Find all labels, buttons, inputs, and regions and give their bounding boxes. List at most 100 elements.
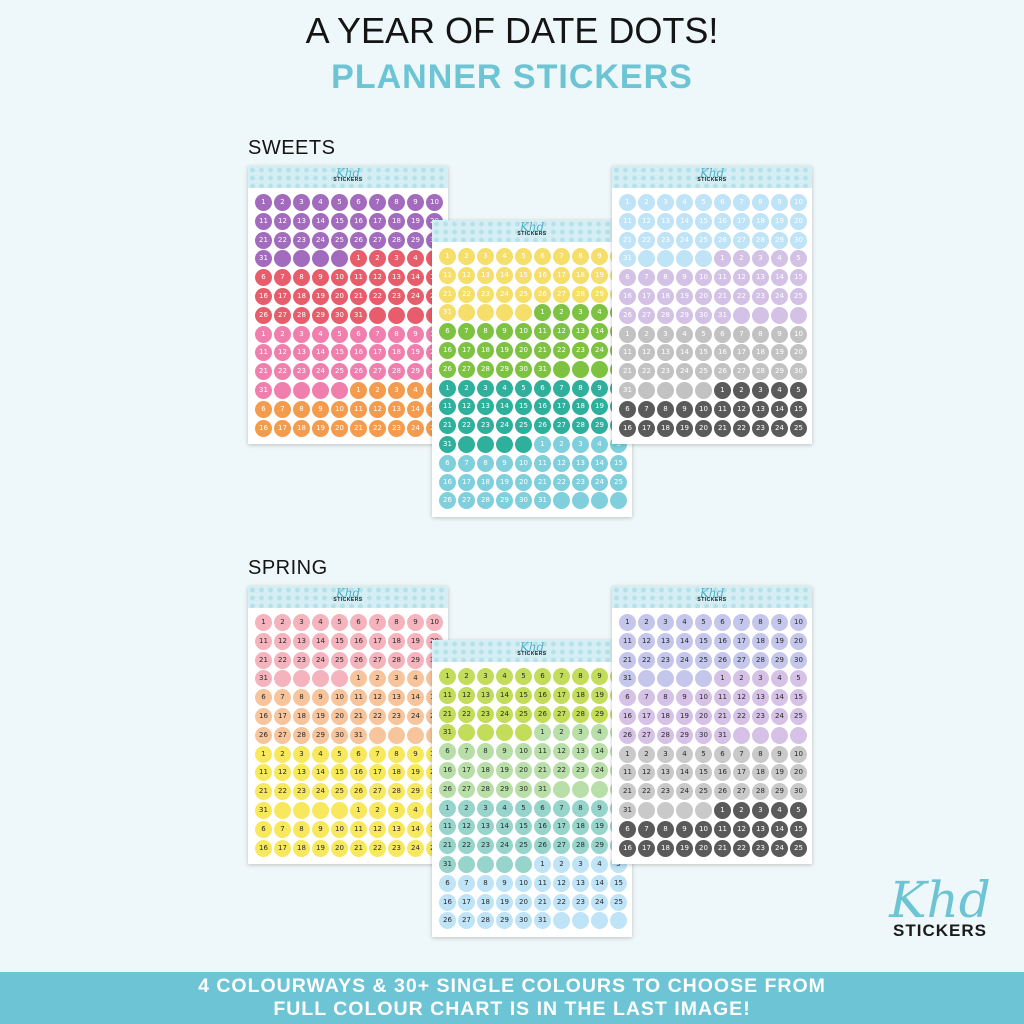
date-dot: 31 (619, 670, 636, 688)
date-dot: 23 (388, 419, 405, 437)
date-dot: 10 (515, 454, 532, 472)
date-dot: 12 (369, 400, 386, 418)
date-dot: 29 (591, 705, 608, 723)
date-dot: 16 (350, 632, 367, 650)
date-dot (657, 381, 674, 399)
date-dot: 11 (350, 269, 367, 287)
date-dot: 5 (790, 670, 807, 688)
page-subtitle: PLANNER STICKERS (331, 58, 693, 96)
date-dot: 9 (591, 799, 608, 817)
date-dot: 12 (733, 400, 750, 418)
date-dot: 29 (591, 837, 608, 855)
date-dot: 9 (496, 874, 513, 892)
date-dot: 6 (350, 325, 367, 343)
date-dot: 29 (591, 285, 608, 303)
date-dot: 27 (458, 780, 475, 798)
date-dot (496, 855, 513, 873)
date-dot: 28 (477, 912, 494, 930)
date-dot: 28 (293, 306, 310, 324)
sticker-sheet-sweets-1[interactable]: Khd STICKERS 1 2 3 4 5 6 7 8 9 10 11 12 13 14 15 16 17 18… (248, 166, 448, 445)
date-dot: 16 (619, 839, 636, 857)
date-dot (312, 250, 329, 268)
date-dot (496, 724, 513, 742)
date-dot: 15 (695, 632, 712, 650)
date-dot: 23 (293, 783, 310, 801)
date-dot (657, 670, 674, 688)
sticker-sheet-spring-3[interactable]: Khd STICKERS 1 2 3 4 5 6 7 8 9 10 11 12 13 14 15 16 17 18… (612, 586, 812, 865)
date-dot: 29 (407, 651, 424, 669)
date-dot: 6 (714, 325, 731, 343)
date-dot: 10 (695, 689, 712, 707)
date-dot: 7 (553, 248, 570, 265)
date-dot: 15 (515, 818, 532, 836)
dot-grid: 1234567891011121314151617181920212223242… (432, 662, 632, 937)
date-dot: 29 (312, 726, 329, 744)
date-dot: 12 (274, 764, 291, 782)
date-dot (477, 435, 494, 453)
date-dot: 26 (439, 780, 456, 798)
date-dot: 13 (293, 344, 310, 362)
date-dot (733, 306, 750, 324)
date-dot: 6 (439, 743, 456, 761)
date-dot: 18 (657, 707, 674, 725)
date-dot: 27 (553, 285, 570, 303)
date-dot: 7 (638, 269, 655, 287)
date-dot: 17 (458, 761, 475, 779)
date-dot: 11 (350, 400, 367, 418)
date-dot: 28 (752, 231, 769, 249)
date-dot: 3 (572, 304, 589, 322)
date-dot: 24 (496, 837, 513, 855)
date-dot: 5 (695, 325, 712, 343)
date-dot (388, 726, 405, 744)
date-dot: 14 (496, 266, 513, 284)
date-dot: 28 (477, 360, 494, 378)
date-dot (553, 360, 570, 378)
date-dot: 22 (733, 419, 750, 437)
date-dot: 5 (695, 194, 712, 211)
date-dot: 23 (572, 341, 589, 359)
date-dot: 2 (458, 668, 475, 685)
sticker-sheet-sweets-3[interactable]: Khd STICKERS 1 2 3 4 5 6 7 8 9 10 11 12 13 14 15 16 17 18… (612, 166, 812, 445)
date-dot: 14 (676, 632, 693, 650)
set-label-sweets: SWEETS (248, 137, 336, 159)
sticker-sheet-spring-1[interactable]: Khd STICKERS 1 2 3 4 5 6 7 8 9 10 11 12 13 14 15 16 17 18… (248, 586, 448, 865)
date-dot: 3 (657, 745, 674, 763)
date-dot: 20 (515, 761, 532, 779)
date-dot: 18 (572, 818, 589, 836)
date-dot: 1 (619, 614, 636, 631)
date-dot (274, 670, 291, 688)
date-dot: 2 (638, 745, 655, 763)
date-dot: 31 (255, 381, 272, 399)
date-dot: 5 (515, 799, 532, 817)
date-dot (312, 801, 329, 819)
date-dot: 3 (752, 670, 769, 688)
date-dot: 22 (369, 419, 386, 437)
date-dot: 31 (619, 250, 636, 268)
date-dot: 15 (790, 820, 807, 838)
date-dot: 26 (350, 783, 367, 801)
date-dot: 18 (477, 893, 494, 911)
date-dot: 3 (752, 250, 769, 268)
date-dot: 17 (458, 893, 475, 911)
date-dot (572, 912, 589, 930)
sticker-sheet-spring-2[interactable]: Khd STICKERS 123456789101112131415161718… (432, 640, 632, 938)
date-dot: 21 (255, 363, 272, 381)
date-dot: 26 (439, 360, 456, 378)
date-dot (733, 726, 750, 744)
date-dot: 22 (733, 707, 750, 725)
footer-line-2: FULL COLOUR CHART IS IN THE LAST IMAGE! (273, 998, 751, 1020)
date-dot: 11 (534, 454, 551, 472)
date-dot: 11 (619, 764, 636, 782)
date-dot: 12 (458, 398, 475, 416)
date-dot (407, 726, 424, 744)
date-dot: 11 (714, 689, 731, 707)
date-dot: 7 (458, 743, 475, 761)
sticker-sheet-sweets-2[interactable]: Khd STICKERS 123456789101112131415161718… (432, 220, 632, 518)
date-dot: 29 (407, 231, 424, 249)
date-dot: 2 (369, 381, 386, 399)
date-dot: 19 (496, 893, 513, 911)
date-dot (312, 670, 329, 688)
date-dot: 14 (407, 400, 424, 418)
date-dot: 10 (695, 820, 712, 838)
date-dot: 25 (331, 231, 348, 249)
